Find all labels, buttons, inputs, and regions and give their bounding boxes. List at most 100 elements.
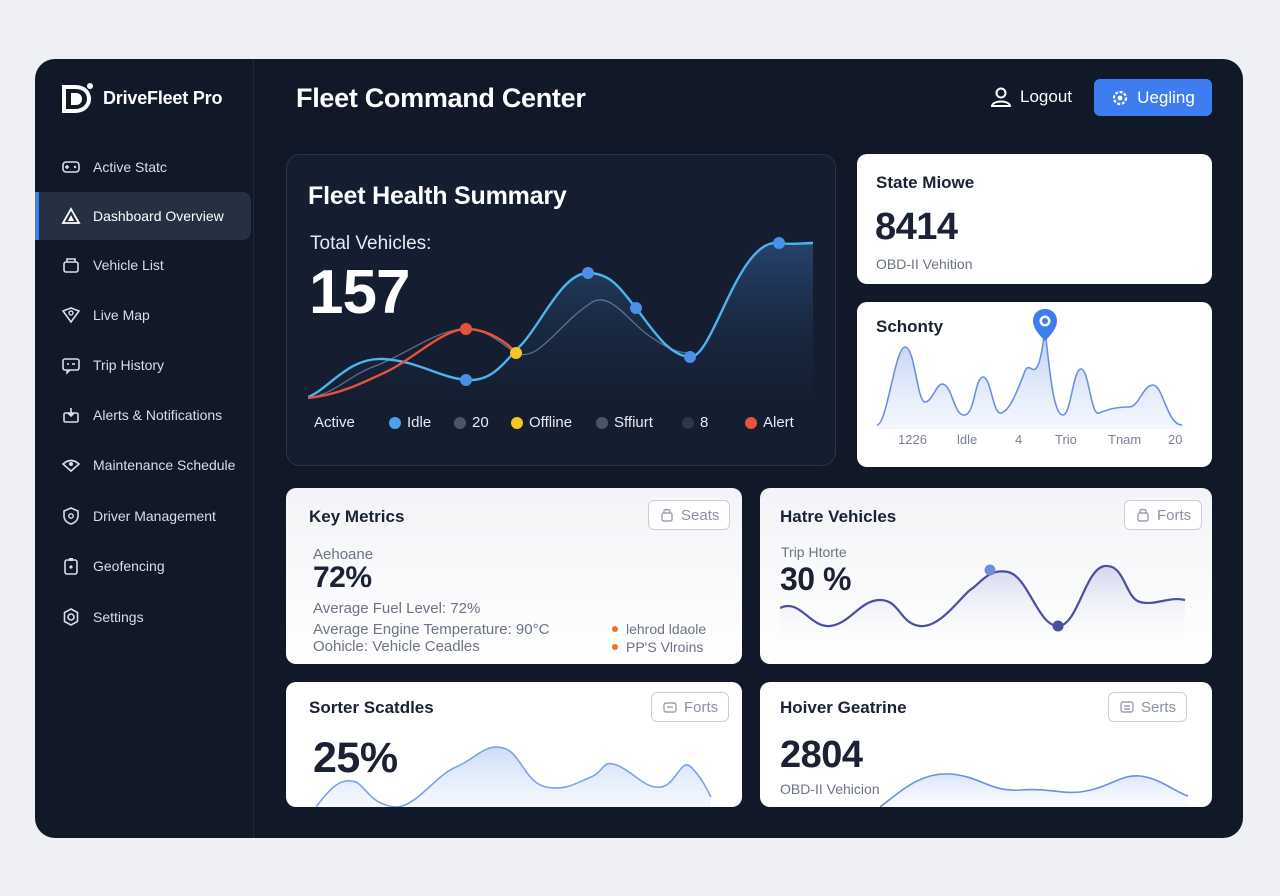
hatre-vehicles-chart [780,564,1186,648]
schonty-axis-label: 4 [1015,432,1023,447]
hatre-vehicles-card: Hatre Vehicles Forts Trip Htorte 30 % [760,488,1212,664]
sidebar-item-active-statc[interactable]: Active Statc [35,143,251,191]
primary-action-label: Uegling [1137,87,1195,107]
legend-dot [511,416,523,429]
legend-item-idle: Idle [389,414,431,431]
wrench-icon [61,455,81,475]
sidebar-item-label: Geofencing [93,558,165,574]
legend-label: 8 [700,414,709,431]
bullet-dot [612,644,618,650]
bell-icon [61,405,81,425]
trip-history-icon [61,355,81,375]
serts-button[interactable]: Serts [1108,692,1188,722]
sidebar-item-label: Maintenance Schedule [93,457,236,473]
legend-dot [596,416,608,429]
sidebar-item-live-map[interactable]: Live Map [35,291,251,339]
sidebar-item-vehicle-list[interactable]: Vehicle List [35,241,251,289]
seats-button[interactable]: Seats [648,500,731,530]
logout-button[interactable]: Logout [990,86,1072,108]
forts-button[interactable]: Forts [1124,500,1203,530]
schonty-axis-label: 1226 [898,432,927,447]
legend-label: Alert [763,414,794,431]
sidebar-item-label: Driver Management [93,508,216,524]
sidebar-item-alerts[interactable]: Alerts & Notifications [35,391,251,439]
key-metric-line: Average Fuel Level: 72% [313,600,481,617]
list-icon [1120,701,1134,713]
legend-label: Active [314,414,355,431]
serts-button-label: Serts [1141,698,1177,716]
schonty-axis-label: ldle [957,432,978,447]
geofence-icon [61,556,81,576]
brand[interactable]: DriveFleet Pro [61,81,222,115]
schonty-chart [877,309,1183,429]
bullet-label: PP'S Vlroins [626,639,704,655]
sidebar-item-trip-history[interactable]: Trip History [35,341,251,389]
key-metric-line: Average Engine Temperature: 90°C [313,621,550,638]
dashboard-triangle-icon [61,206,81,226]
total-vehicles-label: Total Vehicles: [310,233,432,254]
bullet-label: lehrod ldaole [626,621,707,637]
sidebar-item-geofencing[interactable]: Geofencing [35,542,251,590]
sidebar-item-label: Live Map [93,307,150,323]
sidebar-item-dashboard-overview[interactable]: Dashboard Overview [35,192,251,240]
sidebar-item-label: Alerts & Notifications [93,407,223,423]
sidebar: DriveFleet Pro Active Statc Dashboard Ov… [35,59,254,838]
user-icon [990,87,1012,107]
lock-icon [1137,508,1149,522]
state-card-title: State Miowe [876,173,975,192]
legend-dot [682,416,694,429]
schonty-axis-label: Trio [1055,432,1077,447]
vehicle-list-icon [61,255,81,275]
hatre-vehicles-value: 30 % [780,561,851,597]
sorter-card-value: 25% [313,734,398,782]
sidebar-item-label: Settings [93,609,144,625]
legend-item-active: Active [314,414,355,431]
page-title: Fleet Command Center [296,83,586,113]
legend-label: Offline [529,414,573,431]
key-metric-label: Aehoane [313,546,374,563]
key-metric-line: Oohicle: Vehicle Ceadles [313,638,480,655]
legend-item-8: 8 [682,414,708,431]
gear-icon [61,607,81,627]
sidebar-item-settings[interactable]: Settings [35,593,251,641]
legend-label: 20 [472,414,489,431]
legend-label: Sffiurt [614,414,653,431]
drivefleet-logo-icon [61,81,95,115]
legend-item-alert: Alert [745,414,794,431]
legend-item-sffiurt: Sffiurt [596,414,653,431]
total-vehicles-value: 157 [309,258,410,327]
brand-name: DriveFleet Pro [103,87,223,108]
fleet-health-title: Fleet Health Summary [308,182,567,210]
forts-button-label: Forts [684,698,719,716]
hoiver-card-title: Hoiver Geatrine [780,698,907,717]
bullet-dot [612,626,618,632]
gear-icon [1113,90,1128,105]
sorter-card-title: Sorter Scatdles [309,698,434,717]
sidebar-item-driver-management[interactable]: Driver Management [35,492,251,540]
legend-dot [454,416,466,429]
key-metrics-card: Key Metrics Seats Aehoane 72% Average Fu… [286,488,742,664]
key-metrics-title: Key Metrics [309,507,405,526]
primary-action-button[interactable]: Uegling [1094,79,1212,116]
state-card-value: 8414 [875,206,958,248]
legend-dot [389,416,401,429]
sidebar-item-maintenance[interactable]: Maintenance Schedule [35,441,251,489]
gamepad-icon [61,157,81,177]
forts-button[interactable]: Forts [651,692,730,722]
legend-dot [745,416,757,429]
hatre-vehicles-title: Hatre Vehicles [780,507,897,526]
map-pin-icon [61,305,81,325]
legend-item-20: 20 [454,414,489,431]
fleet-health-legend: Active Idle 20 Offline Sffiurt 8 [314,414,814,434]
map-pin-icon [1033,309,1057,341]
key-metric-bullet: PP'S Vlroins [612,639,703,655]
fleet-health-chart [308,237,813,400]
key-metric-value: 72% [313,561,372,594]
schonty-axis-label: Tnam [1108,432,1142,447]
schonty-card: Schonty 1226 ldle 4 Trio Tnam 20 [857,302,1212,467]
sidebar-item-label: Vehicle List [93,257,164,273]
sorter-card: Sorter Scatdles Forts 25% [286,682,742,807]
sidebar-item-label: Active Statc [93,159,167,175]
key-metric-bullet: lehrod ldaole [612,621,706,637]
legend-item-offline: Offline [511,414,572,431]
